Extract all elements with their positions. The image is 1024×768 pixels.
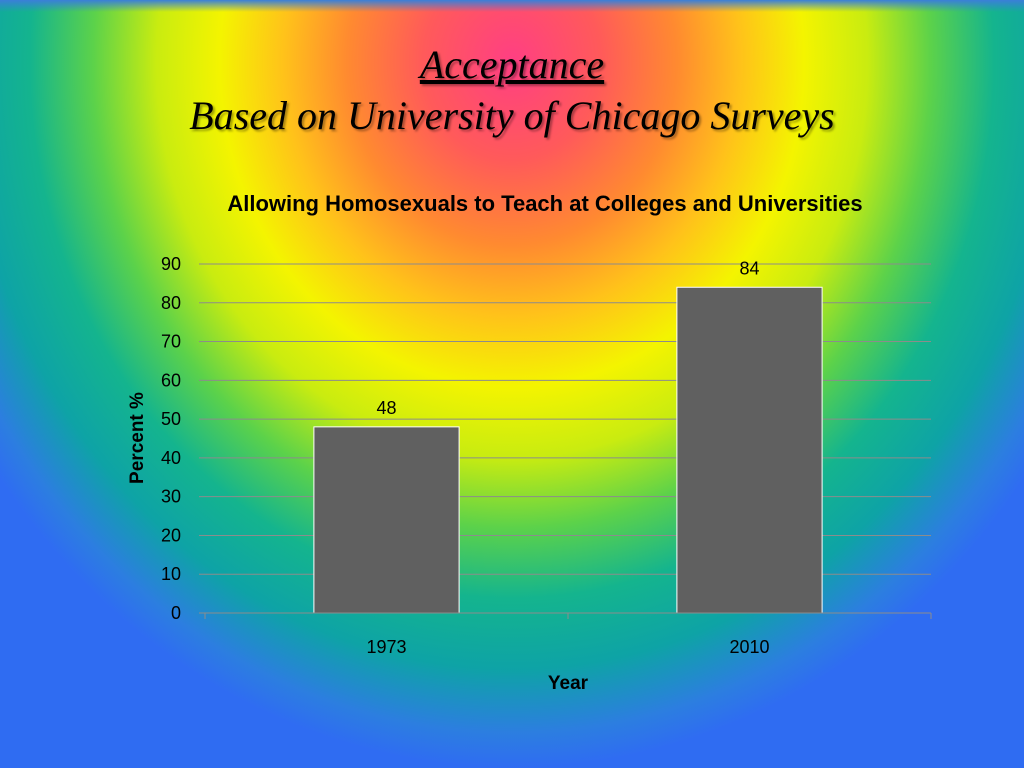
y-tick-label: 90 xyxy=(161,254,181,274)
y-tick-label: 80 xyxy=(161,293,181,313)
bars xyxy=(313,286,823,614)
y-tick-label: 10 xyxy=(161,564,181,584)
y-tick-label: 20 xyxy=(161,525,181,545)
x-tick-label: 1973 xyxy=(366,637,406,657)
slide-title-line1: Acceptance xyxy=(419,42,605,87)
y-tick-label: 50 xyxy=(161,409,181,429)
y-tick-label: 0 xyxy=(171,603,181,623)
y-tick-label: 60 xyxy=(161,370,181,390)
y-tick-label: 40 xyxy=(161,448,181,468)
x-axis-title: Year xyxy=(548,673,589,694)
bar-1973 xyxy=(313,426,460,614)
x-tick-labels: 1973 2010 xyxy=(366,637,769,657)
data-label: 84 xyxy=(739,258,759,278)
y-tick-labels: 0 10 20 30 40 50 60 70 80 90 xyxy=(161,254,181,623)
y-tick-label: 30 xyxy=(161,487,181,507)
data-labels: 48 84 xyxy=(376,258,759,418)
x-tick-label: 2010 xyxy=(729,637,769,657)
top-band xyxy=(0,0,1024,12)
y-tick-label: 70 xyxy=(161,332,181,352)
slide-title-line2: Based on University of Chicago Surveys xyxy=(189,93,835,138)
slide-title: Acceptance Based on University of Chicag… xyxy=(0,40,1024,142)
data-label: 48 xyxy=(376,398,396,418)
y-axis-title: Percent % xyxy=(127,392,148,484)
chart-title: Allowing Homosexuals to Teach at College… xyxy=(227,191,863,216)
bar-2010 xyxy=(676,286,823,614)
